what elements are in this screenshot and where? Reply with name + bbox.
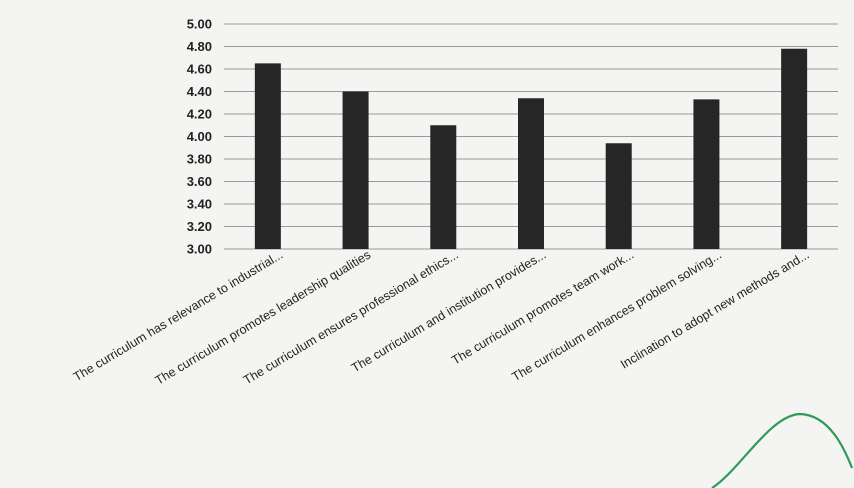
y-tick-label: 4.60	[187, 62, 212, 77]
bar	[342, 91, 369, 249]
y-tick-label: 3.80	[187, 152, 212, 167]
bar	[430, 125, 457, 249]
y-tick-label: 3.20	[187, 219, 212, 234]
y-tick-label: 5.00	[187, 17, 212, 32]
y-axis-tick-labels: 5.00 4.80 4.60 4.40 4.20 4.00 3.80 3.60 3.40 3.20…	[187, 17, 212, 257]
bars	[254, 48, 808, 249]
y-tick-label: 3.00	[187, 242, 212, 257]
bar	[781, 48, 808, 249]
bar	[254, 63, 281, 249]
x-tick-label: The curriculum promotes team work...	[449, 248, 636, 368]
y-tick-label: 4.00	[187, 129, 212, 144]
x-axis-tick-labels: The curriculum has relevance to industri…	[71, 248, 812, 388]
y-tick-label: 3.40	[187, 197, 212, 212]
hand-drawn-green-curve	[711, 412, 854, 488]
bar	[693, 99, 720, 249]
bar	[605, 143, 632, 249]
y-tick-label: 4.40	[187, 84, 212, 99]
y-tick-label: 3.60	[187, 174, 212, 189]
y-tick-label: 4.80	[187, 39, 212, 54]
y-tick-label: 4.20	[187, 107, 212, 122]
bar	[518, 98, 544, 249]
x-tick-label: Inclination to adopt new methods and...	[618, 248, 812, 372]
